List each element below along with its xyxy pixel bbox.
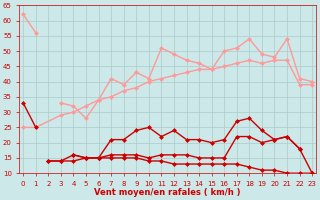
X-axis label: Vent moyen/en rafales ( km/h ): Vent moyen/en rafales ( km/h ): [94, 188, 241, 197]
